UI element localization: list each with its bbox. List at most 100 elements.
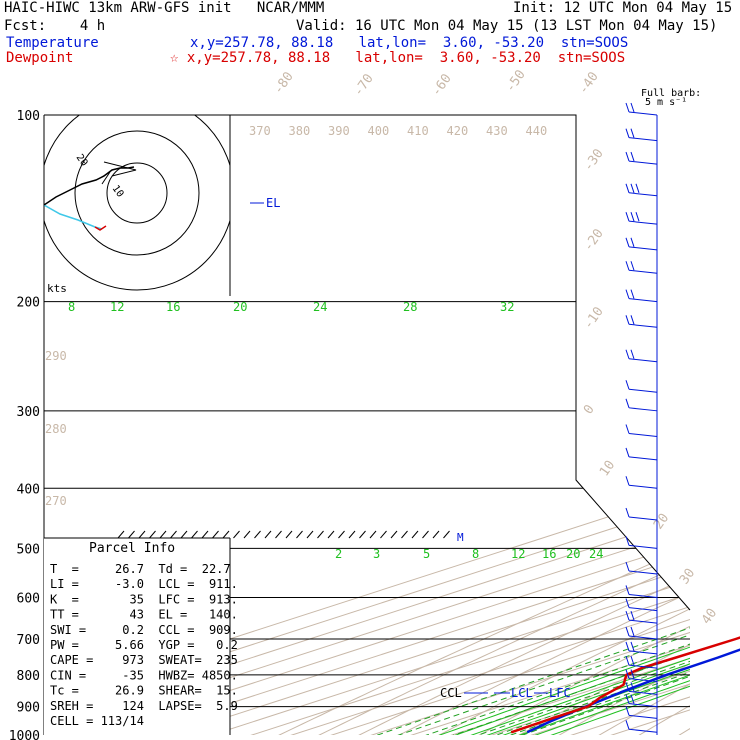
wind-barb — [628, 220, 658, 225]
hodograph-surface-trace — [94, 225, 107, 231]
hodograph-lower-trace — [44, 204, 103, 230]
wind-barb-flag — [625, 212, 630, 222]
m-label: M — [457, 531, 464, 544]
storm-motion-arrow — [103, 161, 137, 177]
isotherm-label: -50 — [503, 67, 529, 95]
freezing-level-hatch — [138, 530, 146, 539]
wind-barb-flag — [630, 641, 635, 652]
isotherm-label: -60 — [429, 71, 455, 99]
theta-label: 410 — [407, 124, 429, 138]
moist-adiabat-line — [419, 301, 690, 735]
wind-barb-flag — [630, 669, 635, 679]
freezing-level-hatch — [149, 530, 156, 539]
wind-barb — [628, 456, 658, 461]
mixing-ratio-line — [458, 547, 690, 735]
freezing-level-hatch — [285, 530, 293, 539]
freezing-level-hatch — [212, 530, 219, 539]
dewpoint-station-info: ☆ x,y=257.78, 88.18 lat,lon= 3.60, -53.2… — [170, 50, 626, 66]
dry-adiabat-line — [698, 115, 740, 740]
parcel-info-row: CELL = 113/14 — [50, 714, 144, 728]
wind-barb — [628, 664, 658, 669]
mixing-ratio-label: 8 — [472, 547, 479, 561]
wind-barb-flag — [630, 626, 635, 637]
wind-barb-flag — [625, 536, 630, 546]
el-label: EL — [266, 196, 280, 210]
wind-barb — [628, 484, 658, 489]
isotherm-label: 40 — [699, 606, 720, 627]
lfc-label: LFC — [549, 686, 571, 700]
wind-barb-flag — [630, 694, 635, 704]
wind-barb — [628, 516, 658, 521]
moist-adiabat-label: 20 — [233, 300, 247, 314]
moist-adiabat-line — [403, 301, 690, 735]
theta-label: 390 — [328, 124, 350, 138]
freezing-level-hatch — [327, 530, 335, 539]
moist-adiabat-line — [451, 301, 690, 735]
wind-barb-flag — [625, 507, 630, 518]
wind-barb — [628, 246, 658, 251]
mixing-ratio-line — [416, 547, 690, 735]
wind-barb — [628, 388, 658, 393]
barb-legend-line1: Full barb: — [641, 88, 701, 99]
freezing-level-hatch — [306, 530, 314, 539]
mixing-ratio-label: 5 — [423, 547, 430, 561]
wind-barb-flag — [630, 261, 635, 271]
hodograph-ring-middle — [74, 130, 200, 256]
theta-label-left: 280 — [45, 422, 67, 436]
isotherm-line — [171, 115, 690, 735]
wind-barb-column — [625, 102, 658, 735]
wind-barb-flag — [625, 682, 630, 692]
wind-barb — [628, 544, 658, 549]
freezing-level-hatch — [401, 530, 408, 539]
freezing-level-hatch — [359, 530, 366, 539]
header-init: Init: 12 UTC Mon 04 May 15 — [513, 0, 733, 16]
isotherm-label: 30 — [677, 566, 698, 587]
isotherm-line — [451, 115, 690, 735]
dry-adiabat-line — [495, 115, 690, 735]
isotherm-line — [331, 115, 690, 735]
wind-barb — [628, 593, 658, 598]
wind-barb — [628, 607, 658, 612]
wind-barb-flag — [625, 424, 630, 434]
hodograph-ring-label-inner: 10 — [110, 183, 126, 199]
wind-barb-flag — [630, 682, 635, 692]
isotherm-label: -10 — [581, 304, 607, 332]
wind-barb-flag — [630, 655, 635, 666]
pressure-tick-label: 900 — [17, 701, 40, 716]
freezing-level-hatch — [422, 530, 429, 539]
isotherm-line — [51, 115, 690, 735]
mixing-ratio-label: 20 — [566, 547, 580, 561]
wind-barb-flag — [625, 151, 630, 162]
dry-adiabat-line — [251, 115, 690, 735]
dry-adiabat-line — [535, 115, 690, 735]
moist-adiabat-line — [515, 301, 690, 735]
wind-barb — [628, 728, 658, 733]
isotherm-label: -20 — [581, 226, 607, 254]
wind-barb-flag — [625, 610, 630, 621]
wind-barb — [628, 407, 658, 412]
isotherm-label: -40 — [576, 69, 602, 97]
pressure-tick-label: 300 — [17, 405, 40, 420]
dry-adiabat-line — [292, 115, 690, 735]
lcl-label: LCL — [511, 686, 533, 700]
isotherm-line — [131, 115, 690, 735]
wind-barb — [628, 714, 658, 719]
wind-barb — [628, 619, 658, 624]
wind-barb-flag — [635, 183, 640, 193]
wind-barb-flag — [625, 626, 630, 637]
wind-barb-flag — [630, 237, 635, 247]
wind-barb-flag — [625, 706, 630, 716]
isotherm-line — [251, 115, 690, 735]
wind-barb-flag — [625, 720, 630, 730]
wind-barb-flag — [625, 585, 630, 595]
freezing-level-hatch — [390, 530, 398, 539]
level-markers: EL M CCL LCL LFC — [250, 196, 571, 700]
isotherm-label: -30 — [581, 146, 607, 174]
wind-barb — [628, 160, 658, 165]
parcel-info-row: PW = 5.66 YGP = 0.2 — [50, 638, 238, 652]
wind-barb-flag — [630, 102, 635, 113]
mixing-ratio-label: 24 — [589, 547, 603, 561]
sounding-traces — [510, 636, 740, 734]
